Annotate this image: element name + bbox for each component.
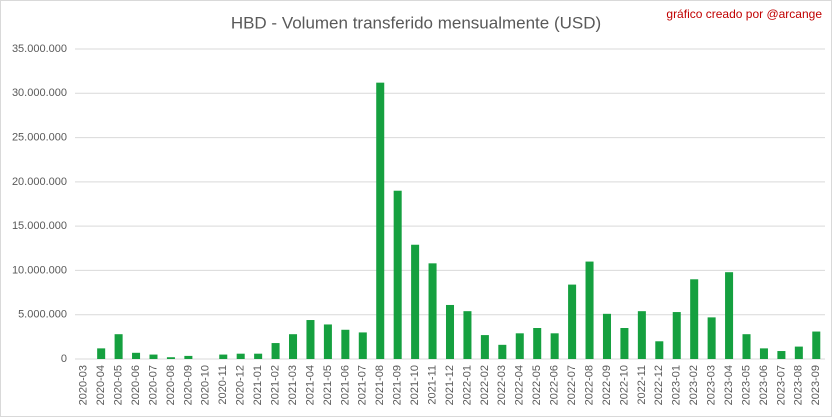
x-tick-label: 2022-05 bbox=[531, 365, 543, 405]
x-tick-label: 2021-02 bbox=[269, 365, 281, 405]
x-tick-label: 2023-02 bbox=[688, 365, 700, 405]
x-tick-label: 2020-09 bbox=[182, 365, 194, 405]
bar bbox=[428, 263, 437, 359]
x-tick-label: 2023-03 bbox=[706, 365, 718, 405]
y-tick-label: 10.000.000 bbox=[12, 264, 67, 276]
x-tick-label: 2021-03 bbox=[287, 365, 299, 405]
bar bbox=[149, 354, 158, 359]
bar bbox=[166, 357, 175, 359]
x-tick-label: 2020-10 bbox=[200, 365, 212, 405]
bar bbox=[289, 334, 298, 359]
y-tick-label: 20.000.000 bbox=[12, 176, 67, 188]
x-tick-label: 2020-08 bbox=[165, 365, 177, 405]
chart-title: HBD - Volumen transferido mensualmente (… bbox=[231, 13, 601, 32]
bar bbox=[480, 335, 489, 359]
bar bbox=[690, 279, 699, 359]
bar bbox=[672, 312, 681, 359]
bar bbox=[114, 334, 123, 359]
y-tick-label: 35.000.000 bbox=[12, 43, 67, 55]
bar bbox=[236, 353, 245, 359]
y-tick-label: 15.000.000 bbox=[12, 220, 67, 232]
watermark: gráfico creado por @arcange bbox=[666, 7, 822, 21]
x-tick-label: 2022-09 bbox=[601, 365, 613, 405]
bar bbox=[358, 332, 367, 359]
x-tick-label: 2021-12 bbox=[444, 365, 456, 405]
x-tick-label: 2023-05 bbox=[740, 365, 752, 405]
x-tick-label: 2022-01 bbox=[461, 365, 473, 405]
bar bbox=[411, 244, 420, 359]
x-tick-label: 2020-12 bbox=[235, 365, 247, 405]
x-tick-label: 2022-08 bbox=[583, 365, 595, 405]
bar bbox=[184, 355, 193, 359]
x-tick-label: 2021-09 bbox=[392, 365, 404, 405]
y-tick-label: 30.000.000 bbox=[12, 87, 67, 99]
bar bbox=[777, 351, 786, 359]
bar bbox=[376, 82, 385, 360]
x-tick-label: 2023-08 bbox=[793, 365, 805, 405]
bar bbox=[759, 348, 768, 359]
bar bbox=[271, 343, 280, 359]
x-tick-label: 2022-06 bbox=[549, 365, 561, 405]
x-tick-label: 2020-11 bbox=[217, 365, 229, 405]
bar bbox=[637, 311, 646, 359]
x-tick-label: 2022-04 bbox=[514, 365, 526, 405]
x-tick-label: 2022-07 bbox=[566, 365, 578, 405]
x-tick-label: 2021-10 bbox=[409, 365, 421, 405]
x-tick-label: 2022-03 bbox=[496, 365, 508, 405]
bar bbox=[725, 272, 734, 359]
bar bbox=[323, 324, 332, 359]
bar bbox=[97, 348, 106, 359]
x-tick-label: 2021-08 bbox=[374, 365, 386, 405]
bar bbox=[463, 311, 472, 359]
x-tick-label: 2022-02 bbox=[479, 365, 491, 405]
bar bbox=[707, 317, 716, 359]
bar bbox=[568, 284, 577, 359]
bar bbox=[602, 313, 611, 359]
x-tick-label: 2023-07 bbox=[775, 365, 787, 405]
bar bbox=[254, 353, 263, 359]
x-tick-label: 2020-06 bbox=[130, 365, 142, 405]
bar bbox=[794, 346, 803, 359]
x-tick-label: 2021-05 bbox=[322, 365, 334, 405]
x-tick-label: 2021-07 bbox=[357, 365, 369, 405]
bar bbox=[585, 261, 594, 359]
x-tick-label: 2020-07 bbox=[147, 365, 159, 405]
x-tick-label: 2022-12 bbox=[653, 365, 665, 405]
x-tick-label: 2021-01 bbox=[252, 365, 264, 405]
bar bbox=[550, 333, 559, 359]
x-tick-label: 2023-04 bbox=[723, 365, 735, 405]
bar bbox=[515, 333, 524, 359]
x-tick-label: 2022-10 bbox=[618, 365, 630, 405]
bar bbox=[620, 328, 629, 359]
x-tick-label: 2023-09 bbox=[810, 365, 822, 405]
bar bbox=[393, 190, 402, 359]
bar bbox=[341, 329, 350, 359]
x-tick-label: 2021-11 bbox=[426, 365, 438, 405]
x-tick-label: 2023-01 bbox=[671, 365, 683, 405]
x-tick-label: 2021-04 bbox=[304, 365, 316, 405]
bar bbox=[498, 344, 507, 359]
bar bbox=[655, 341, 664, 359]
x-tick-label: 2020-05 bbox=[113, 365, 125, 405]
bar bbox=[445, 304, 455, 359]
x-tick-label: 2020-03 bbox=[78, 365, 90, 405]
x-tick-label: 2021-06 bbox=[339, 365, 351, 405]
bar bbox=[742, 334, 751, 359]
bar bbox=[533, 328, 542, 359]
x-tick-label: 2023-06 bbox=[758, 365, 770, 405]
x-tick-label: 2022-11 bbox=[636, 365, 648, 405]
y-tick-label: 25.000.000 bbox=[12, 131, 67, 143]
bar bbox=[132, 352, 141, 359]
bar bbox=[306, 320, 315, 359]
x-tick-label: 2020-04 bbox=[95, 365, 107, 405]
bar bbox=[812, 331, 821, 359]
bar bbox=[219, 354, 228, 359]
y-tick-label: 0 bbox=[61, 353, 67, 365]
y-tick-label: 5.000.000 bbox=[18, 309, 67, 321]
